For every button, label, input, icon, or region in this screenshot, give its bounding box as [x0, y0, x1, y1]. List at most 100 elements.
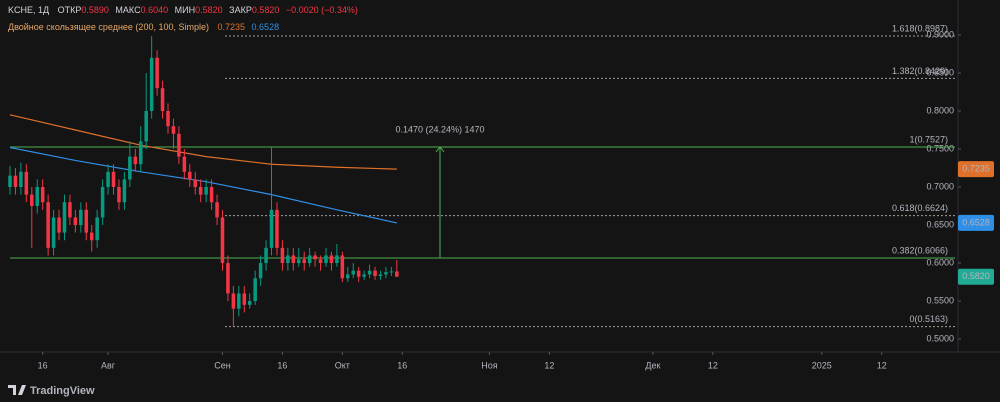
price-box — [958, 161, 994, 178]
x-tick-label: Сен — [214, 360, 231, 370]
y-tick-label: 0.8500 — [926, 67, 954, 77]
candle-body — [362, 274, 366, 277]
candle-body — [117, 187, 121, 203]
high-label: МАКС — [115, 5, 141, 15]
open-label: ОТКР — [58, 5, 82, 15]
candle-body — [313, 255, 317, 260]
candle-body — [296, 259, 301, 264]
candle-body — [155, 57, 159, 89]
candle-body — [231, 293, 236, 309]
fib-label: 1.618(0.8987) — [892, 23, 948, 33]
candle-body — [177, 133, 181, 157]
candle-body — [286, 255, 290, 264]
price-box-label: 0.5820 — [962, 271, 990, 281]
candle-body — [160, 88, 165, 111]
candle-body — [242, 293, 247, 305]
y-tick-label: 0.5500 — [926, 295, 954, 305]
candle-body — [89, 232, 94, 241]
price-box-label: 0.7235 — [962, 164, 990, 174]
candle-body — [318, 259, 323, 264]
candle-body — [367, 270, 372, 275]
candle-body — [269, 209, 274, 248]
indicator-value: 0.7235 — [218, 22, 246, 32]
measure-arrowhead — [435, 146, 445, 153]
candle-body — [356, 270, 361, 277]
candle-body — [253, 278, 257, 302]
close-label: ЗАКР — [229, 5, 252, 15]
candle-body — [215, 202, 219, 218]
candle-body — [373, 270, 377, 276]
open-value: 0.5890 — [81, 5, 109, 15]
candle-body — [171, 126, 176, 134]
close-value: 0.5820 — [252, 5, 280, 15]
candle-body — [209, 187, 214, 203]
fib-label: 0.618(0.6624) — [892, 203, 948, 213]
x-tick-label: 12 — [708, 360, 718, 370]
candle-body — [24, 171, 29, 195]
y-tick-label: 0.7500 — [926, 143, 954, 153]
candle-body — [302, 259, 306, 264]
candle-body — [73, 217, 78, 226]
y-tick-label: 0.7000 — [926, 181, 954, 191]
x-tick-label: 12 — [544, 360, 554, 370]
candle-body — [57, 217, 61, 233]
x-tick-label: 12 — [877, 360, 887, 370]
candle-body — [324, 255, 328, 264]
x-tick-label: 16 — [38, 360, 48, 370]
x-tick-label: Ноя — [481, 360, 498, 370]
candle-body — [307, 255, 312, 264]
measure-label: 0.1470 (24.24%) 1470 — [395, 124, 484, 134]
candle-body — [30, 194, 34, 207]
candle-body — [188, 171, 192, 180]
change: −0.0020 (−0.34%) — [286, 5, 358, 15]
candle-body — [46, 202, 50, 248]
y-tick-label: 0.5000 — [926, 333, 954, 343]
candle-body — [198, 187, 203, 195]
candle-body — [40, 187, 45, 203]
candle-body — [258, 263, 263, 279]
candle-body — [329, 255, 334, 264]
candle-body — [335, 255, 339, 264]
candle-body — [193, 179, 198, 188]
candle-body — [13, 175, 18, 188]
ma-line — [9, 114, 397, 170]
candle-body — [378, 274, 383, 276]
x-tick-label: Окт — [335, 360, 350, 370]
candle-body — [166, 110, 170, 127]
candle-body — [204, 187, 208, 195]
price-box — [958, 214, 994, 231]
candle-body — [138, 141, 143, 165]
indicator-value: 0.6528 — [252, 22, 280, 32]
fib-label: 0.382(0.6066) — [892, 245, 948, 255]
brand: TradingView — [30, 385, 95, 397]
candle-body — [340, 255, 345, 279]
indicator-legend: Двойное скользящее среднее (200, 100, Si… — [8, 22, 279, 32]
candle-body — [237, 293, 241, 309]
candle-body — [149, 57, 154, 111]
fib-label: 0(0.5163) — [909, 314, 948, 324]
candle-body — [220, 217, 225, 264]
fib-label: 1(0.7527) — [909, 134, 948, 144]
candle-body — [275, 209, 279, 248]
candle-body — [84, 209, 89, 233]
price-box — [958, 268, 994, 285]
header: KCHE, 1Д ОТКР0.5890 МАКС0.6040 МИН0.5820… — [8, 5, 358, 15]
candle-body — [133, 156, 138, 165]
candle-body — [351, 270, 356, 275]
candle-body — [62, 202, 67, 233]
y-tick-label: 0.6000 — [926, 257, 954, 267]
low-label: МИН — [175, 5, 195, 15]
candle-body — [384, 272, 388, 275]
candle-body — [264, 247, 268, 264]
x-tick-label: 16 — [397, 360, 407, 370]
y-tick-label: 0.8000 — [926, 105, 954, 115]
x-tick-label: 2025 — [812, 360, 832, 370]
candle-body — [95, 217, 99, 241]
candle-body — [280, 247, 285, 264]
y-tick-label: 0.9000 — [926, 29, 954, 39]
fib-label: 1.382(0.8429) — [892, 66, 948, 76]
candle-body — [247, 301, 252, 305]
low-value: 0.5820 — [195, 5, 223, 15]
